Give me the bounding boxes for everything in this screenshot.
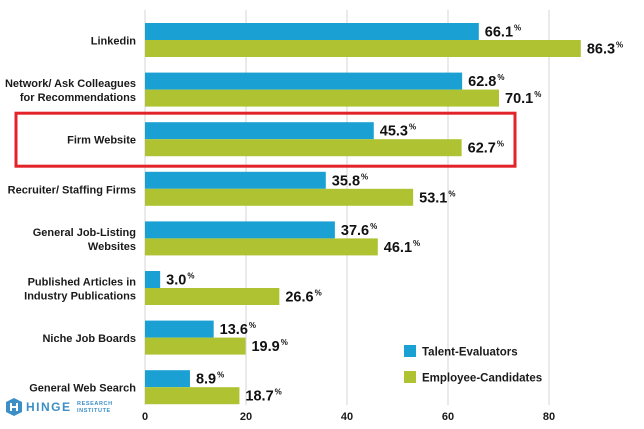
category-label: Websites xyxy=(88,241,136,253)
data-label: 62.8 xyxy=(468,74,496,90)
legend-swatch xyxy=(404,345,416,357)
data-label-unit: % xyxy=(361,172,368,181)
data-label: 8.9 xyxy=(196,372,216,388)
data-label: 53.1 xyxy=(419,190,447,206)
category-label: General Job-Listing xyxy=(33,227,136,239)
data-label: 45.3 xyxy=(380,124,408,140)
logo-subline-2: INSTITUTE xyxy=(77,408,111,414)
highlight-box xyxy=(14,111,517,168)
x-tick-label: 40 xyxy=(341,411,353,423)
x-tick-label: 20 xyxy=(240,411,252,423)
legend-label: Employee-Candidates xyxy=(422,373,542,385)
category-label: Published Articles in xyxy=(28,277,137,289)
data-label-unit: % xyxy=(275,388,282,397)
data-label: 62.7 xyxy=(468,141,496,157)
data-label: 19.9 xyxy=(251,339,279,355)
data-label-unit: % xyxy=(497,140,504,149)
bar-talent-evaluators xyxy=(145,370,190,388)
data-label-unit: % xyxy=(217,371,224,380)
category-label: General Web Search xyxy=(29,383,136,395)
x-tick-label: 0 xyxy=(142,411,148,423)
bar-talent-evaluators xyxy=(145,171,326,189)
bar-employee-candidates xyxy=(145,337,246,355)
bar-talent-evaluators xyxy=(145,320,214,338)
bar-employee-candidates xyxy=(145,387,240,405)
logo-subline-1: RESEARCH xyxy=(77,401,113,407)
bar-employee-candidates xyxy=(145,40,581,57)
bar-talent-evaluators xyxy=(145,271,161,288)
data-label: 26.6 xyxy=(285,290,313,306)
category-label: for Recommendations xyxy=(20,92,136,104)
legend-label: Talent-Evaluators xyxy=(422,347,518,359)
data-label-unit: % xyxy=(413,239,420,248)
x-tick-label: 60 xyxy=(442,411,454,423)
bar-employee-candidates xyxy=(145,238,378,256)
data-label: 86.3 xyxy=(587,42,615,58)
category-label: Recruiter/ Staffing Firms xyxy=(8,184,136,196)
highlight-group xyxy=(14,111,517,168)
category-label: Industry Publications xyxy=(24,291,136,303)
bar-employee-candidates xyxy=(145,89,500,107)
category-labels-group: Linkedin Network/ Ask Colleagues for Recom… xyxy=(5,36,136,395)
category-label: Linkedin xyxy=(91,36,137,48)
category-label: Niche Job Boards xyxy=(42,333,136,345)
legend-swatch xyxy=(404,371,416,383)
data-label: 35.8 xyxy=(332,173,360,189)
data-label-unit: % xyxy=(616,41,623,50)
bar-employee-candidates xyxy=(145,188,414,206)
data-label: 46.1 xyxy=(384,240,412,256)
x-axis-ticks: 0 20 40 60 80 xyxy=(142,411,555,423)
legend: Talent-Evaluators Employee-Candidates xyxy=(404,345,542,385)
bar-talent-evaluators xyxy=(145,221,335,239)
bar-talent-evaluators xyxy=(145,23,479,40)
data-label-unit: % xyxy=(187,272,194,281)
data-label-unit: % xyxy=(497,73,504,82)
hinge-logo-mark-icon xyxy=(6,398,22,416)
hinge-logo: HINGE RESEARCH INSTITUTE xyxy=(6,398,113,416)
category-label: Network/ Ask Colleagues xyxy=(5,78,136,90)
data-label-unit: % xyxy=(249,321,256,330)
data-label: 13.6 xyxy=(220,322,248,338)
data-label: 18.7 xyxy=(245,389,273,405)
bars-group xyxy=(145,23,581,405)
logo-name: HINGE xyxy=(26,400,72,414)
data-label: 70.1 xyxy=(505,91,533,107)
data-label-unit: % xyxy=(281,338,288,347)
bar-talent-evaluators xyxy=(145,72,463,90)
value-labels-group: 66.1 %86.3 %62.8 %70.1 %45.3 %62.7 %35.8 %53.1%… xyxy=(166,24,623,405)
category-label: Firm Website xyxy=(67,135,136,147)
data-label: 3.0 xyxy=(166,273,186,289)
data-label-unit: % xyxy=(409,123,416,132)
bar-talent-evaluators xyxy=(145,122,374,140)
data-label-unit: % xyxy=(448,189,455,198)
data-label: 37.6 xyxy=(341,223,369,239)
data-label-unit: % xyxy=(370,222,377,231)
data-label-unit: % xyxy=(315,289,322,298)
x-tick-label: 80 xyxy=(543,411,555,423)
bar-employee-candidates xyxy=(145,139,462,157)
bar-employee-candidates xyxy=(145,288,280,305)
data-label-unit: % xyxy=(514,24,521,33)
data-label-unit: % xyxy=(534,90,541,99)
data-label: 66.1 xyxy=(485,25,513,41)
